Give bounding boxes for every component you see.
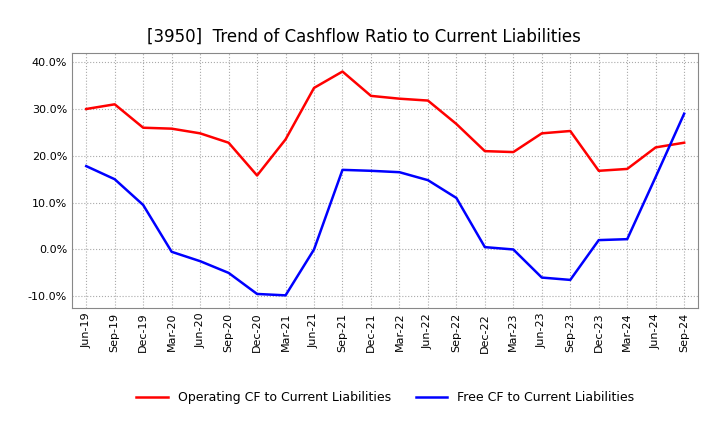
Free CF to Current Liabilities (82, 164, 91, 169)
Operating CF to Current Liabilities (509, 150, 518, 155)
Operating CF to Current Liabilities (395, 96, 404, 101)
Operating CF to Current Liabilities (566, 128, 575, 134)
Operating CF to Current Liabilities (139, 125, 148, 130)
Free CF to Current Liabilities (566, 277, 575, 282)
Operating CF to Current Liabilities (423, 98, 432, 103)
Operating CF to Current Liabilities (253, 173, 261, 178)
Free CF to Current Liabilities (139, 202, 148, 208)
Operating CF to Current Liabilities (338, 69, 347, 74)
Legend: Operating CF to Current Liabilities, Free CF to Current Liabilities: Operating CF to Current Liabilities, Fre… (131, 386, 639, 409)
Free CF to Current Liabilities (423, 177, 432, 183)
Text: [3950]  Trend of Cashflow Ratio to Current Liabilities: [3950] Trend of Cashflow Ratio to Curren… (147, 28, 581, 46)
Operating CF to Current Liabilities (225, 140, 233, 145)
Operating CF to Current Liabilities (196, 131, 204, 136)
Free CF to Current Liabilities (509, 247, 518, 252)
Free CF to Current Liabilities (338, 167, 347, 172)
Line: Operating CF to Current Liabilities: Operating CF to Current Liabilities (86, 72, 684, 176)
Operating CF to Current Liabilities (366, 93, 375, 99)
Operating CF to Current Liabilities (595, 168, 603, 173)
Free CF to Current Liabilities (110, 176, 119, 182)
Line: Free CF to Current Liabilities: Free CF to Current Liabilities (86, 114, 684, 295)
Free CF to Current Liabilities (366, 168, 375, 173)
Free CF to Current Liabilities (537, 275, 546, 280)
Operating CF to Current Liabilities (652, 145, 660, 150)
Operating CF to Current Liabilities (82, 106, 91, 112)
Free CF to Current Liabilities (225, 270, 233, 275)
Operating CF to Current Liabilities (623, 166, 631, 172)
Operating CF to Current Liabilities (110, 102, 119, 107)
Free CF to Current Liabilities (452, 195, 461, 201)
Operating CF to Current Liabilities (680, 140, 688, 145)
Operating CF to Current Liabilities (480, 148, 489, 154)
Free CF to Current Liabilities (196, 259, 204, 264)
Operating CF to Current Liabilities (310, 85, 318, 91)
Free CF to Current Liabilities (310, 247, 318, 252)
Operating CF to Current Liabilities (537, 131, 546, 136)
Operating CF to Current Liabilities (282, 137, 290, 142)
Free CF to Current Liabilities (253, 291, 261, 297)
Operating CF to Current Liabilities (452, 121, 461, 127)
Free CF to Current Liabilities (595, 238, 603, 243)
Free CF to Current Liabilities (480, 245, 489, 250)
Free CF to Current Liabilities (623, 237, 631, 242)
Free CF to Current Liabilities (680, 111, 688, 116)
Free CF to Current Liabilities (652, 174, 660, 180)
Free CF to Current Liabilities (282, 293, 290, 298)
Free CF to Current Liabilities (167, 249, 176, 254)
Free CF to Current Liabilities (395, 169, 404, 175)
Operating CF to Current Liabilities (167, 126, 176, 131)
